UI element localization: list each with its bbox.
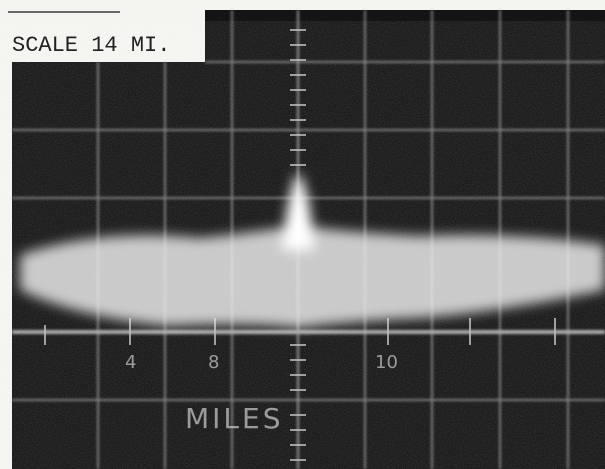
scale-label: SCALE 14 MI. [12, 33, 170, 58]
tick-label: 8 [208, 352, 219, 373]
tick-label: 10 [375, 352, 398, 373]
film-grain [12, 62, 605, 469]
unit-label: MILES [185, 402, 283, 435]
tick-label: 4 [125, 352, 136, 373]
